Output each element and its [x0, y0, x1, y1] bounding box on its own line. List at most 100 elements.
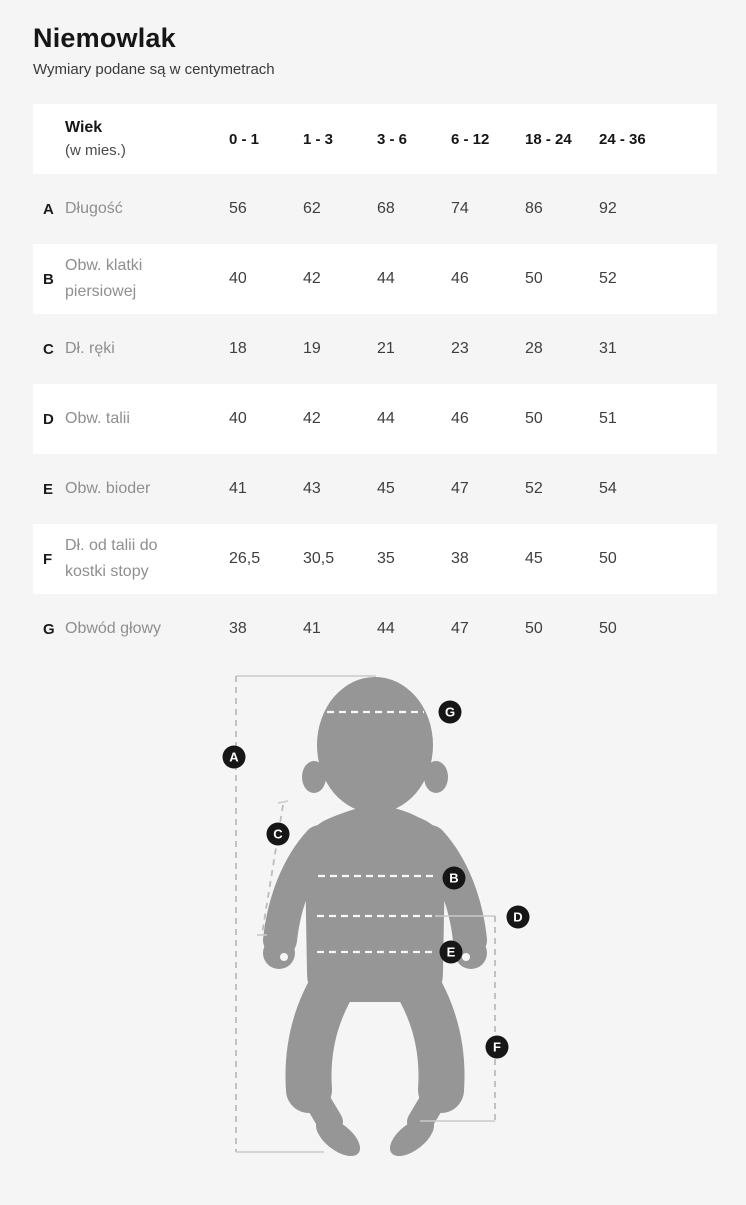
table-header-row: Wiek (w mies.) 0 - 1 1 - 3 3 - 6 6 - 12 …	[33, 104, 717, 174]
left-ear	[302, 761, 326, 793]
left-hand	[263, 937, 295, 969]
cell-value: 18	[229, 340, 247, 357]
cell-value: 30,5	[303, 550, 335, 567]
marker-c: C	[266, 822, 290, 846]
measure-line-c-tick-top	[277, 800, 289, 804]
table-row-e: E Obw. bioder 41 43 45 47 52 54	[33, 454, 717, 524]
column-header: 18 - 24	[525, 130, 572, 148]
size-chart-page: Niemowlak Wymiary podane są w centymetra…	[33, 0, 746, 664]
column-header: 1 - 3	[303, 130, 334, 148]
torso	[304, 806, 446, 1002]
header-age-label-top: Wiek	[65, 119, 103, 136]
cell-value: 44	[377, 270, 395, 287]
table-row-d: D Obw. talii 40 42 44 46 50 51	[33, 384, 717, 454]
cell-value: 50	[525, 620, 543, 637]
cell-value: 62	[303, 200, 321, 217]
left-foot	[316, 1117, 360, 1157]
row-letter: G	[43, 620, 55, 638]
cell-value: 74	[451, 200, 469, 217]
cell-value: 47	[451, 620, 469, 637]
column-header: 6 - 12	[451, 130, 490, 148]
cell-value: 68	[377, 200, 395, 217]
cell-value: 41	[303, 620, 321, 637]
baby-measurement-diagram: A G C B D E F	[180, 650, 580, 1200]
cell-value: 56	[229, 200, 247, 217]
svg-text:B: B	[449, 871, 458, 886]
right-hand	[455, 937, 487, 969]
svg-text:E: E	[447, 945, 456, 960]
row-label: Dł. od talii do kostki stopy	[65, 537, 158, 580]
svg-text:C: C	[273, 827, 283, 842]
cell-value: 92	[599, 200, 617, 217]
cell-value: 40	[229, 270, 247, 287]
cell-value: 50	[599, 550, 617, 567]
marker-b: B	[442, 866, 466, 890]
cell-value: 47	[451, 480, 469, 497]
row-label: Obwód głowy	[65, 620, 162, 637]
marker-a: A	[222, 745, 246, 769]
left-arm	[263, 825, 337, 957]
cell-value: 21	[377, 340, 395, 357]
column-header: 3 - 6	[377, 130, 408, 148]
cell-value: 50	[525, 410, 543, 427]
page-title: Niemowlak	[33, 23, 176, 53]
cell-value: 35	[377, 550, 395, 567]
cell-value: 52	[525, 480, 543, 497]
cell-value: 40	[229, 410, 247, 427]
right-foot	[390, 1117, 434, 1157]
cell-value: 46	[451, 270, 469, 287]
table-row-a: A Długość 56 62 68 74 86 92	[33, 174, 717, 244]
cell-value: 28	[525, 340, 543, 357]
cell-value: 26,5	[229, 550, 261, 567]
cell-value: 52	[599, 270, 617, 287]
cell-value: 38	[229, 620, 247, 637]
table-row-c: C Dł. ręki 18 19 21 23 28 31	[33, 314, 717, 384]
table-row-f: F Dł. od talii do kostki stopy 26,5 30,5…	[33, 524, 717, 594]
left-thigh	[285, 957, 359, 1113]
cell-value: 46	[451, 410, 469, 427]
row-label: Obw. klatki piersiowej	[65, 257, 143, 300]
cell-value: 23	[451, 340, 469, 357]
cell-value: 44	[377, 410, 395, 427]
row-letter: A	[43, 200, 54, 218]
cell-value: 43	[303, 480, 321, 497]
cell-value: 45	[525, 550, 543, 567]
cell-value: 42	[303, 410, 321, 427]
cell-value: 42	[303, 270, 321, 287]
cell-value: 41	[229, 480, 247, 497]
cell-value: 38	[451, 550, 469, 567]
svg-text:A: A	[229, 750, 239, 765]
column-header: 0 - 1	[229, 130, 260, 148]
cell-value: 50	[525, 270, 543, 287]
marker-d: D	[506, 905, 530, 929]
column-header: 24 - 36	[599, 130, 646, 148]
cell-value: 86	[525, 200, 543, 217]
table-row-b: B Obw. klatki piersiowej 40 42 44 46 50 …	[33, 244, 717, 314]
marker-g: G	[438, 700, 462, 724]
row-letter: D	[43, 410, 54, 428]
marker-f: F	[485, 1035, 509, 1059]
row-letter: B	[43, 270, 54, 288]
row-label: Dł. ręki	[65, 340, 115, 357]
row-label: Obw. bioder	[65, 480, 151, 497]
cell-value: 50	[599, 620, 617, 637]
right-calf	[407, 1077, 452, 1135]
left-calf	[298, 1077, 343, 1135]
right-thigh	[391, 957, 465, 1113]
cell-value: 45	[377, 480, 395, 497]
page-subtitle: Wymiary podane są w centymetrach	[33, 61, 275, 78]
cell-value: 54	[599, 480, 617, 497]
right-ear	[424, 761, 448, 793]
header-age-label: Wiek (w mies.)	[65, 116, 229, 162]
cell-value: 44	[377, 620, 395, 637]
row-label: Długość	[65, 200, 123, 217]
table-row-g: G Obwód głowy 38 41 44 47 50 50	[33, 594, 717, 664]
baby-silhouette	[263, 677, 487, 1157]
row-letter: F	[43, 550, 53, 568]
svg-text:F: F	[493, 1040, 501, 1055]
cell-value: 19	[303, 340, 321, 357]
row-label: Obw. talii	[65, 410, 130, 427]
svg-text:D: D	[513, 910, 522, 925]
svg-text:G: G	[445, 705, 455, 720]
cell-value: 51	[599, 410, 617, 427]
